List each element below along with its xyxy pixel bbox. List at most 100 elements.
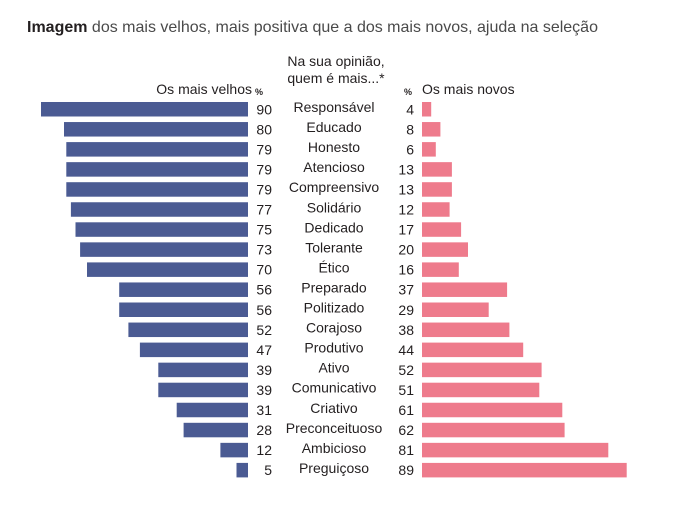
value-old: 28 xyxy=(256,422,272,438)
value-young: 89 xyxy=(398,462,414,478)
value-young: 51 xyxy=(398,382,414,398)
value-old: 73 xyxy=(256,242,272,258)
category-label: Preguiçoso xyxy=(299,460,369,476)
category-label: Ambicioso xyxy=(302,440,367,456)
bar-young xyxy=(422,302,489,317)
bar-old xyxy=(183,422,248,438)
bar-old xyxy=(66,182,248,197)
category-label: Dedicado xyxy=(304,219,363,235)
bar-young xyxy=(422,182,452,197)
value-young: 4 xyxy=(406,101,414,117)
value-young: 13 xyxy=(398,181,414,197)
value-young: 20 xyxy=(398,242,414,258)
bar-old xyxy=(66,162,248,177)
category-label: Atencioso xyxy=(303,159,365,175)
bar-old xyxy=(75,222,248,237)
bar-young xyxy=(422,102,432,117)
category-label: Comunicativo xyxy=(292,380,377,396)
value-old: 80 xyxy=(256,121,272,137)
value-old: 39 xyxy=(256,382,272,398)
legend-young: Os mais novos xyxy=(422,81,515,97)
category-label: Ativo xyxy=(318,360,349,376)
bar-young xyxy=(422,202,450,217)
bar-old xyxy=(236,462,248,478)
bar-young xyxy=(422,342,524,358)
category-label: Honesto xyxy=(308,139,360,155)
value-old: 79 xyxy=(256,181,272,197)
value-young: 38 xyxy=(398,322,414,338)
value-old: 70 xyxy=(256,262,272,278)
bar-old xyxy=(139,342,248,358)
category-label: Criativo xyxy=(310,400,358,416)
value-young: 62 xyxy=(398,422,414,438)
value-young: 8 xyxy=(406,121,414,137)
value-old: 90 xyxy=(256,101,272,117)
value-young: 61 xyxy=(398,402,414,418)
bar-old xyxy=(119,302,248,317)
bar-old xyxy=(64,122,248,137)
category-label: Compreensivo xyxy=(289,179,379,195)
category-label: Ético xyxy=(318,259,349,275)
value-old: 75 xyxy=(256,222,272,238)
bar-old xyxy=(176,402,248,418)
title-rest: dos mais velhos, mais positiva que a dos… xyxy=(91,19,598,36)
category-label: Preparado xyxy=(301,279,367,295)
value-young: 13 xyxy=(398,161,414,177)
value-young: 44 xyxy=(398,342,414,358)
bar-young xyxy=(422,422,565,438)
bar-young xyxy=(422,382,540,398)
bar-young xyxy=(422,262,459,277)
value-old: 12 xyxy=(256,442,272,458)
bar-old xyxy=(87,262,248,277)
value-young: 29 xyxy=(398,302,414,318)
legend-old: Os mais velhos xyxy=(156,81,252,97)
value-old: 39 xyxy=(256,362,272,378)
value-old: 31 xyxy=(256,402,272,418)
bar-young xyxy=(422,162,452,177)
value-young: 16 xyxy=(398,262,414,278)
value-old: 5 xyxy=(264,462,272,478)
bar-young xyxy=(422,242,468,257)
category-label: Educado xyxy=(306,119,361,135)
unit-old: % xyxy=(255,87,263,97)
bar-young xyxy=(422,222,462,237)
value-old: 77 xyxy=(256,202,272,218)
value-old: 52 xyxy=(256,322,272,338)
bar-young xyxy=(422,402,563,418)
bar-young xyxy=(422,362,542,378)
unit-young: % xyxy=(404,87,412,97)
bar-young xyxy=(422,282,508,297)
value-young: 37 xyxy=(398,282,414,298)
value-young: 17 xyxy=(398,222,414,238)
category-label: Politizado xyxy=(304,300,365,316)
bar-young xyxy=(422,462,627,478)
category-label: Corajoso xyxy=(306,320,362,336)
bar-old xyxy=(220,442,248,458)
value-young: 52 xyxy=(398,362,414,378)
question-line-1: Na sua opinião, xyxy=(287,53,384,69)
value-young: 6 xyxy=(406,141,414,157)
bar-old xyxy=(128,322,248,338)
category-label: Responsável xyxy=(294,99,375,115)
chart-rows: 90 Responsável 4 80 Educado 8 79 Honesto 6 79 Aten… xyxy=(41,99,627,478)
value-young: 81 xyxy=(398,442,414,458)
value-old: 56 xyxy=(256,282,272,298)
bar-young xyxy=(422,122,441,137)
question-line-2: quem é mais...* xyxy=(287,70,385,86)
value-old: 79 xyxy=(256,161,272,177)
category-label: Produtivo xyxy=(304,340,363,356)
value-old: 56 xyxy=(256,302,272,318)
bar-old xyxy=(80,242,248,257)
category-label: Preconceituoso xyxy=(286,420,383,436)
bar-old xyxy=(119,282,248,297)
bar-old xyxy=(41,102,248,117)
bar-young xyxy=(422,322,510,338)
value-young: 12 xyxy=(398,202,414,218)
bar-old xyxy=(158,362,248,378)
bar-young xyxy=(422,142,436,157)
bar-old xyxy=(158,382,248,398)
chart-title: Imagem dos mais velhos, mais positiva qu… xyxy=(27,19,598,37)
value-old: 47 xyxy=(256,342,272,358)
bar-old xyxy=(70,202,249,217)
